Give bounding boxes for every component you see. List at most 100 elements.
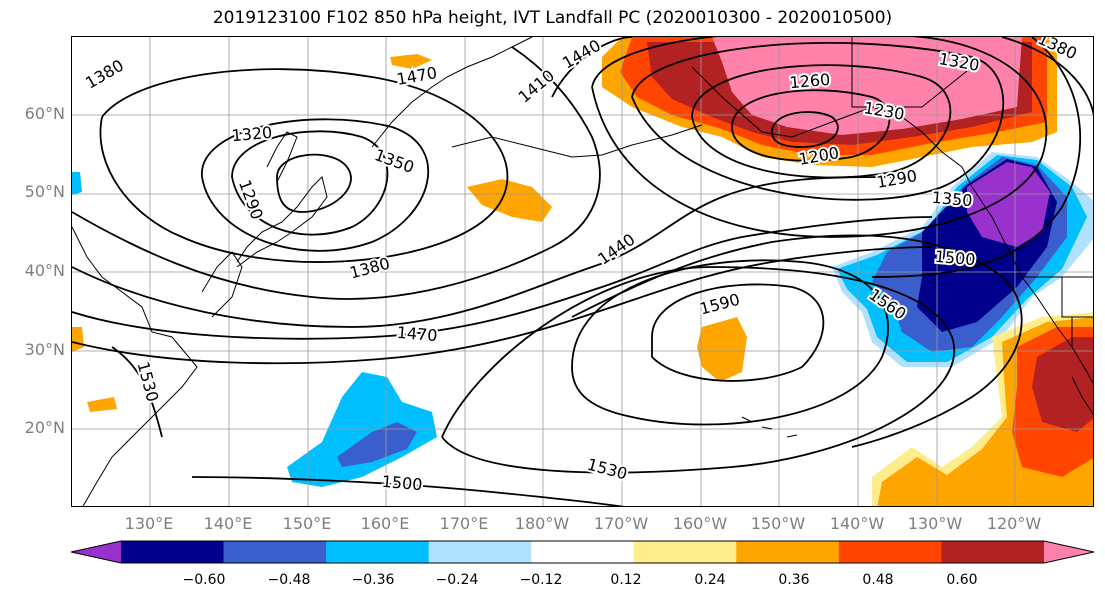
- contour-label: 1260: [789, 70, 831, 92]
- lon-label: 120°W: [986, 514, 1042, 533]
- lon-label: 170°W: [593, 514, 649, 533]
- lon-label: 140°W: [829, 514, 885, 533]
- aleutian-chain: [451, 124, 703, 158]
- lat-label: 40°N: [24, 261, 65, 280]
- contour-label: 1350: [372, 145, 417, 177]
- contour-1350-asia: [201, 118, 430, 252]
- colorbar-segment: [121, 541, 225, 563]
- lon-label: 180°W: [514, 514, 570, 533]
- contour-1230: [731, 89, 891, 162]
- korea-coast: [201, 251, 243, 318]
- colorbar-segment: [326, 541, 430, 563]
- north-pacific-positive: [467, 179, 552, 222]
- baja-coast: [1071, 376, 1093, 415]
- contour-1500-west: [72, 246, 933, 365]
- contour-1440-west: [72, 176, 893, 328]
- contour-1470-west: [72, 216, 933, 340]
- kamchatka-coast: [371, 37, 533, 148]
- colorbar-tick-label: 0.12: [610, 572, 642, 588]
- contour-label: 1470: [395, 63, 438, 89]
- contour-label: 1530: [134, 360, 163, 404]
- contour-1200: [771, 111, 839, 148]
- alaska-positive-max: [712, 37, 1022, 135]
- map-title: 2019123100 F102 850 hPa height, IVT Land…: [212, 8, 893, 28]
- colorbar-tick-label: 0.60: [946, 572, 978, 588]
- west-edge-negative: [72, 172, 82, 195]
- colorbar-extend-high: [1044, 541, 1094, 563]
- contour-label: 1380: [348, 254, 392, 283]
- map-panel: 1380 1440 1470 1410 1320 1350 1290 1380 …: [71, 36, 1094, 507]
- colorbar-tick-label: −0.36: [351, 572, 395, 588]
- contour-label: 1380: [82, 56, 127, 93]
- lat-label: 50°N: [24, 182, 65, 201]
- colorbar: [71, 540, 1094, 564]
- baja-positive-dark: [1032, 337, 1093, 432]
- asia-coast: [72, 226, 198, 506]
- contour-1590: [651, 283, 825, 382]
- contour-1290-ak: [631, 42, 1005, 201]
- north-pacific-positive-small: [390, 54, 432, 69]
- colorbar-tick-label: 0.48: [862, 572, 894, 588]
- lon-label: 150°W: [750, 514, 806, 533]
- lat-label: 60°N: [24, 104, 65, 123]
- colorbar-segment: [428, 541, 532, 563]
- contour-1380-asia: [99, 68, 509, 263]
- colorbar-segment: [736, 541, 840, 563]
- colorbar-extend-low: [71, 541, 121, 563]
- contour-label: 1590: [698, 290, 742, 319]
- contour-label: 1290: [875, 166, 918, 192]
- sakhalin-coast: [266, 131, 298, 183]
- colorbar-segment: [941, 541, 1045, 563]
- colorbar-tick-label: −0.12: [519, 572, 563, 588]
- contour-label: 1320: [231, 123, 273, 145]
- colorbar-segments: [71, 541, 1094, 563]
- contour-label: 1500: [381, 472, 423, 494]
- contour-label: 1440: [559, 37, 604, 73]
- westcoast-na: [971, 186, 1093, 385]
- contour-1350-ak: [551, 37, 1081, 278]
- colorbar-tick-label: 0.24: [694, 572, 726, 588]
- contour-1320-asia: [231, 130, 389, 236]
- colorbar-tick-label: 0.36: [778, 572, 810, 588]
- contour-label: 1470: [396, 323, 438, 345]
- colorbar-segment: [838, 541, 942, 563]
- colorbar-tick-label: −0.60: [182, 572, 226, 588]
- contour-1530-west: [111, 346, 163, 438]
- colorbar-segment: [223, 541, 327, 563]
- contour-1320-ak: [591, 37, 1048, 238]
- colorbar-segment: [633, 541, 737, 563]
- west-small-positive: [87, 397, 117, 412]
- lat-label: 30°N: [24, 340, 65, 359]
- height-contours: [72, 37, 1093, 506]
- west-edge-positive: [72, 327, 84, 352]
- lon-label: 140°E: [203, 514, 253, 533]
- colorbar-segment: [531, 541, 635, 563]
- contour-1380-east: [1001, 37, 1093, 117]
- japan-coast: [236, 176, 328, 268]
- lon-label: 160°W: [672, 514, 728, 533]
- canada-border: [851, 37, 973, 108]
- colorbar-tick-label: −0.24: [435, 572, 479, 588]
- contour-label: 1530: [585, 455, 629, 484]
- contour-label: 1290: [235, 177, 267, 222]
- ivt-shading: [72, 37, 1093, 506]
- westcoast-negative-core: [967, 162, 1050, 247]
- map-plot: 1380 1440 1470 1410 1320 1350 1290 1380 …: [72, 37, 1093, 506]
- hawaii: [741, 416, 798, 438]
- lon-label: 130°E: [124, 514, 174, 533]
- subtropic-negative-light: [287, 372, 437, 487]
- central-pacific-positive: [697, 317, 747, 382]
- contour-label: 1440: [594, 230, 638, 269]
- contour-1530: [441, 266, 955, 474]
- subtropic-negative-mid: [337, 422, 417, 467]
- contour-1440-east: [571, 234, 1023, 448]
- lon-label: 160°E: [360, 514, 410, 533]
- coastlines: [72, 37, 1093, 506]
- contour-1290-asia: [276, 153, 352, 213]
- colorbar-tick-label: −0.48: [267, 572, 311, 588]
- lon-label: 130°W: [907, 514, 963, 533]
- contour-1500-south: [191, 476, 625, 506]
- gridlines: [72, 37, 1093, 506]
- us-states: [1022, 276, 1093, 347]
- contour-1410-west: [72, 46, 601, 300]
